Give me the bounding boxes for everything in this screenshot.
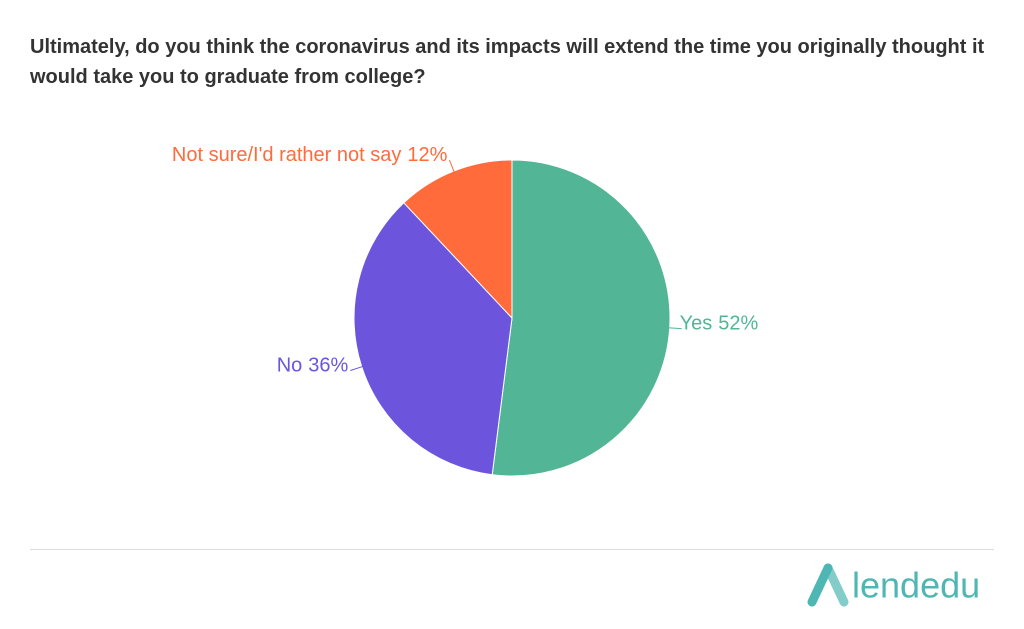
leader-line (350, 365, 364, 372)
pie-slice (491, 159, 671, 477)
slice-category: No (277, 355, 303, 377)
title-box: Ultimately, do you think the coronavirus… (30, 36, 985, 88)
leader-line (667, 327, 682, 330)
logo-icon (807, 563, 849, 607)
slice-value-label: 12% (407, 144, 447, 166)
leader-line (448, 159, 456, 174)
slice-label: No 36% (277, 355, 349, 377)
slice-category: Not sure/I'd rather not say (172, 144, 401, 166)
slice-category: Yes (680, 313, 713, 335)
slice-label: Yes 52% (680, 313, 759, 335)
slice-value-label: 52% (718, 313, 758, 335)
slice-value-label: 36% (308, 355, 348, 377)
slice-label: Not sure/I'd rather not say 12% (172, 144, 448, 166)
logo-text: lendedu (852, 565, 980, 606)
chart-title: Ultimately, do you think the coronavirus… (30, 36, 985, 88)
